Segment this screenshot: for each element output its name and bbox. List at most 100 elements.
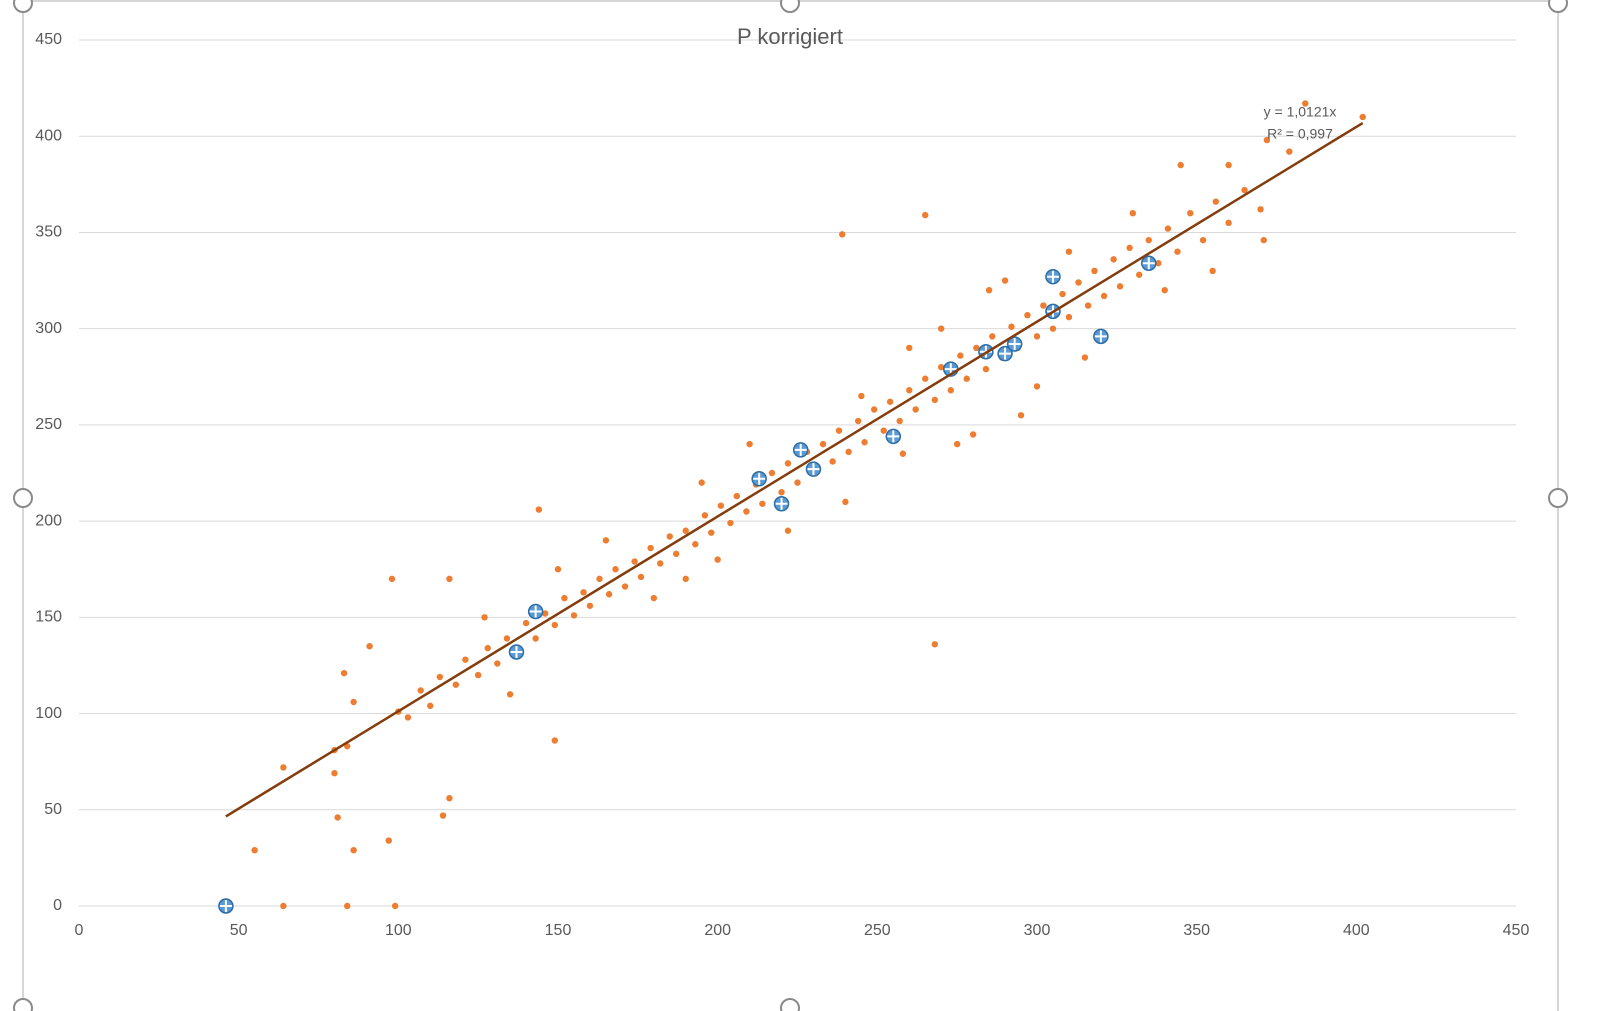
data-point (701, 512, 709, 519)
data-point (637, 573, 645, 581)
data-point (839, 231, 846, 238)
data-point (621, 583, 629, 590)
selection-handles[interactable] (13, 0, 1568, 1011)
data-point (1302, 100, 1309, 107)
marker-cross (1008, 338, 1021, 351)
data-point (417, 687, 424, 694)
data-point (605, 591, 613, 598)
data-point (989, 333, 996, 340)
data-point (778, 489, 785, 496)
data-point (1001, 277, 1009, 284)
x-tick-label: 450 (1503, 922, 1530, 939)
data-point (1199, 236, 1207, 244)
data-point (692, 541, 699, 548)
y-tick-label: 300 (35, 320, 62, 337)
data-point (391, 902, 399, 910)
handle[interactable] (13, 0, 33, 13)
handle[interactable] (780, 0, 800, 13)
data-point (1164, 225, 1172, 232)
data-point (484, 644, 491, 652)
data-point (1033, 333, 1041, 340)
data-point (708, 529, 715, 536)
marker-cross (887, 430, 900, 443)
data-point (819, 440, 827, 448)
x-tick-label: 250 (864, 922, 891, 939)
data-point (973, 344, 980, 352)
data-point (906, 344, 913, 352)
data-point (366, 643, 373, 650)
data-point (727, 519, 734, 527)
data-point (551, 737, 559, 744)
data-point (631, 558, 638, 565)
data-point (1161, 286, 1168, 294)
data-point (1100, 292, 1108, 300)
data-point (922, 375, 929, 382)
handle[interactable] (1548, 0, 1568, 13)
data-point (1257, 206, 1264, 213)
x-tick-label: 200 (704, 922, 731, 939)
data-point (350, 698, 357, 706)
handle[interactable] (13, 488, 33, 508)
plot-area: 0 50 100 150 200 250 300 350 400 450 0 50 100 150 200 2… (35, 31, 1529, 939)
marker-cross (999, 347, 1012, 360)
y-tick-label: 100 (35, 705, 62, 722)
handle[interactable] (13, 998, 33, 1011)
data-point (1008, 323, 1015, 330)
data-point (743, 508, 750, 515)
data-point (1081, 354, 1089, 361)
marker-cross (1094, 330, 1107, 343)
y-tick-label: 200 (35, 512, 62, 529)
marker-cross (794, 443, 807, 456)
data-point (474, 671, 482, 679)
data-point (1129, 210, 1137, 217)
data-point (714, 556, 721, 563)
data-point (535, 506, 543, 513)
data-point (870, 406, 878, 413)
data-point (388, 575, 396, 583)
x-tick-label: 0 (75, 922, 84, 939)
data-point (1225, 161, 1232, 169)
data-point (1040, 302, 1047, 309)
data-point (446, 795, 453, 802)
y-tick-label: 150 (35, 609, 62, 626)
data-point (842, 498, 849, 506)
handle[interactable] (1548, 488, 1568, 508)
data-point (931, 396, 939, 404)
data-point (554, 566, 562, 573)
data-point (1225, 219, 1232, 227)
data-point (561, 594, 568, 602)
data-point (953, 440, 961, 448)
data-point (698, 479, 705, 486)
handle[interactable] (780, 998, 800, 1011)
data-point (1110, 256, 1117, 263)
y-tick-label: 450 (35, 31, 62, 48)
data-point (938, 325, 945, 332)
data-point (506, 691, 514, 698)
data-point (427, 702, 434, 710)
data-point (522, 619, 530, 627)
data-point (334, 814, 341, 821)
data-point (612, 566, 619, 573)
data-point (1049, 325, 1057, 332)
data-point (1091, 267, 1098, 275)
x-tick-label: 100 (385, 922, 412, 939)
data-point (947, 387, 954, 394)
data-point (1059, 290, 1066, 298)
data-point (963, 375, 970, 382)
x-tick-label: 350 (1183, 922, 1210, 939)
data-point (829, 458, 836, 465)
marker-cross (753, 472, 766, 485)
chart-title: P korrigiert (737, 24, 843, 49)
data-point (784, 527, 792, 534)
data-point (570, 612, 578, 619)
data-point (899, 450, 907, 457)
data-point (385, 837, 392, 844)
data-point (1126, 244, 1133, 252)
data-point (1075, 279, 1082, 286)
data-point (580, 589, 587, 596)
y-tick-label: 400 (35, 127, 62, 144)
data-point (340, 669, 348, 677)
data-point (931, 641, 939, 648)
data-point (1065, 313, 1073, 321)
